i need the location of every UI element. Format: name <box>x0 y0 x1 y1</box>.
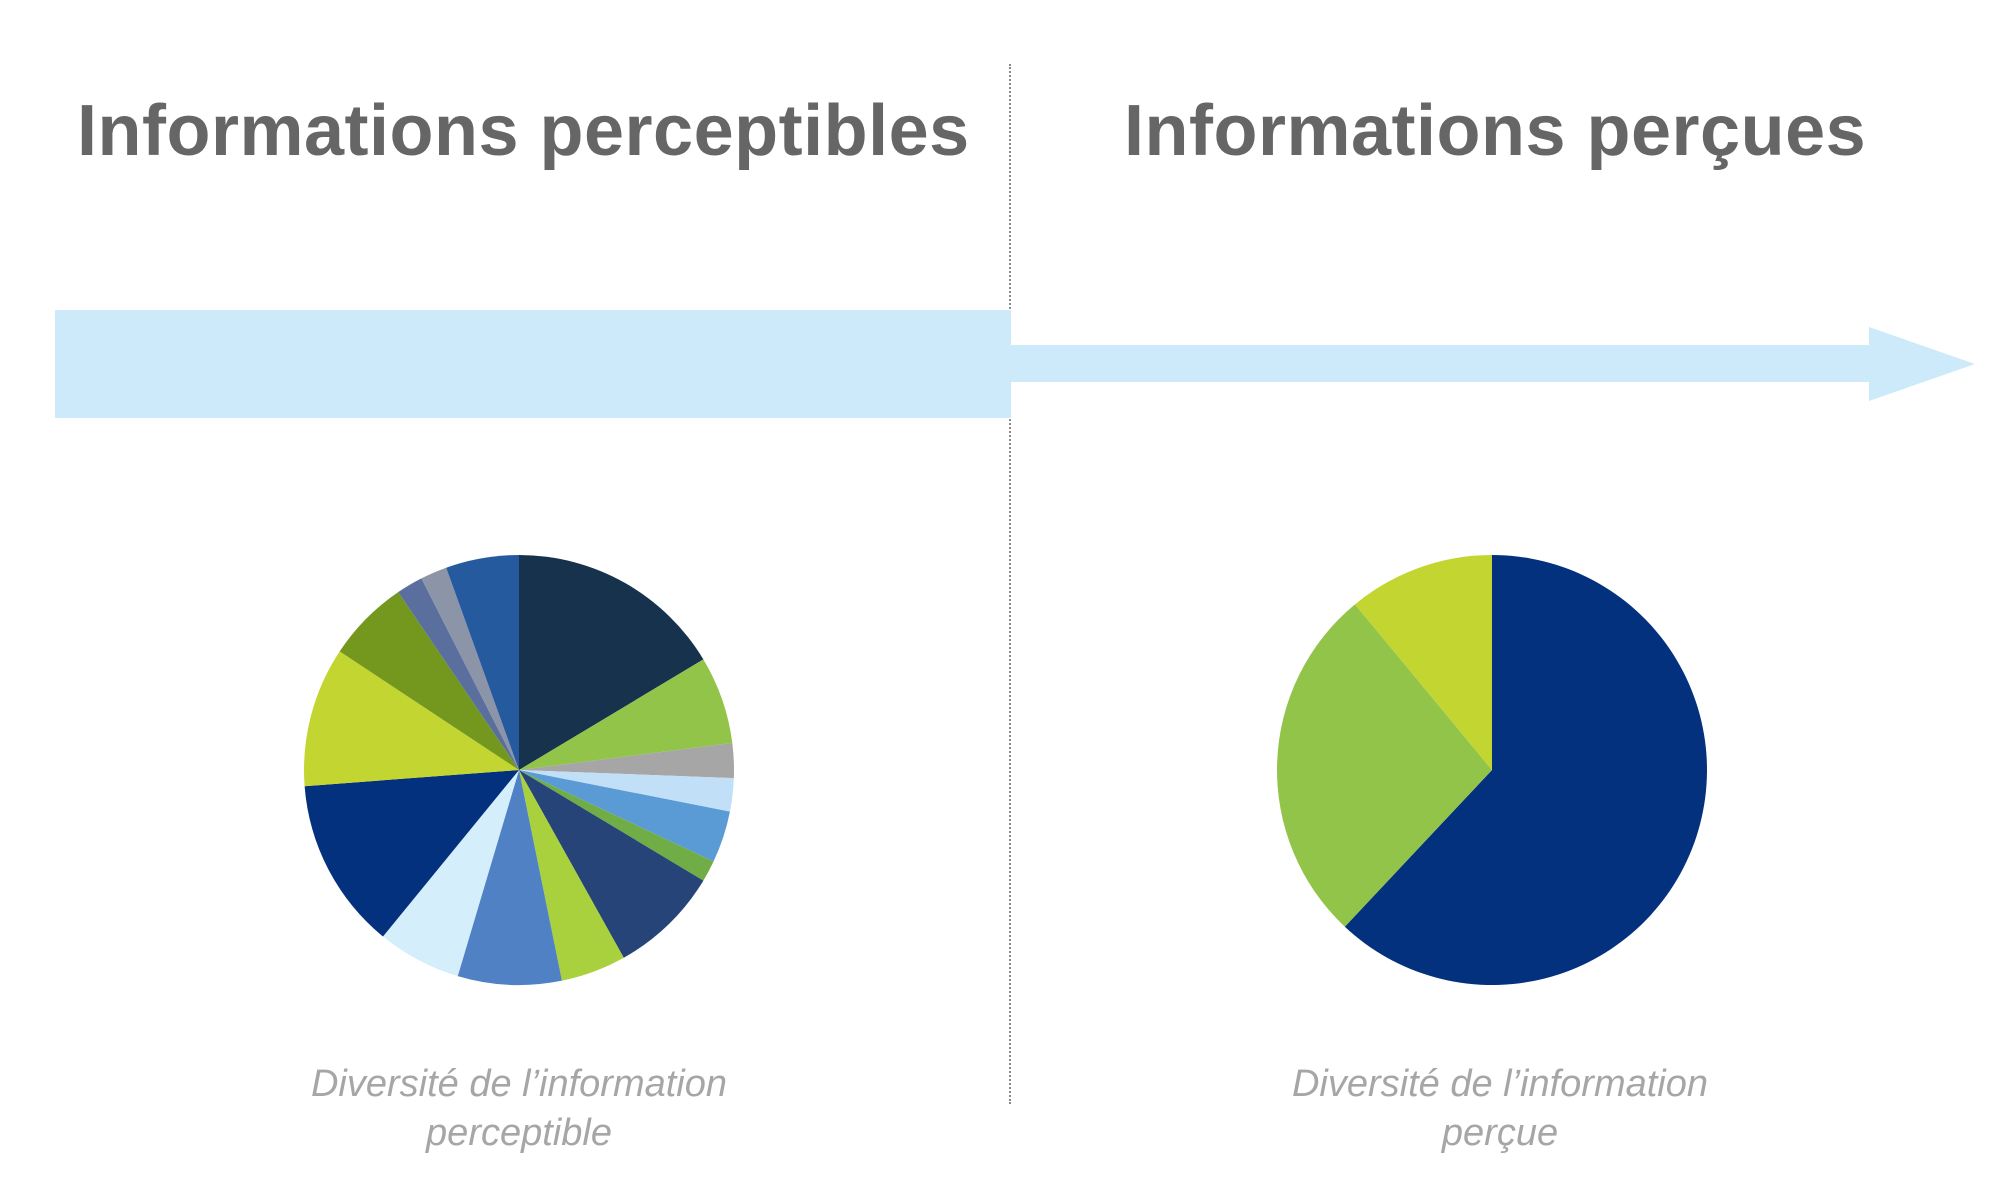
perceptible-pie-slice-10 <box>383 770 519 977</box>
perceived-pie-slice-2 <box>1276 604 1492 927</box>
perceptible-pie-slice-15 <box>421 567 519 770</box>
dotted-divider <box>1009 64 1011 1104</box>
heading-perceptible-information: Informations perceptibles <box>77 91 970 171</box>
pie-chart-perceived <box>1276 555 1707 985</box>
perceptible-pie-slice-8 <box>519 770 624 981</box>
perceptible-pie-slice-4 <box>519 770 734 812</box>
perceptible-pie-slice-2 <box>519 659 733 770</box>
perceived-pie-slice-1 <box>1344 555 1707 985</box>
perceptible-pie-slice-12 <box>303 651 519 787</box>
caption-perceptible-diversity: Diversité de l’information perceptible <box>239 1060 799 1158</box>
perceptible-pie-slice-7 <box>519 770 704 958</box>
pie-chart-perceptible <box>303 555 735 986</box>
heading-perceived-information: Informations perçues <box>1124 91 1867 171</box>
arrow-wide-band <box>55 310 1011 418</box>
perceptible-pie-slice-11 <box>304 770 519 937</box>
caption-perceived-diversity: Diversité de l’information perçue <box>1220 1060 1780 1158</box>
arrow-head <box>1869 327 1975 401</box>
perceptible-pie-slice-3 <box>519 743 735 779</box>
caption-right-line1: Diversité de l’information <box>1291 1063 1709 1105</box>
arrow-narrow-shaft <box>1011 345 1871 382</box>
perceptible-pie-slice-5 <box>519 770 730 862</box>
caption-left-line1: Diversité de l’information <box>310 1063 728 1105</box>
perceptible-pie-slice-13 <box>339 592 519 770</box>
perceptible-pie-slice-16 <box>446 555 519 770</box>
caption-right-line2: perçue <box>1441 1112 1559 1154</box>
caption-left-line2: perceptible <box>426 1112 612 1154</box>
perceptible-pie-slice-1 <box>519 555 704 770</box>
arrow-shape <box>55 310 1975 418</box>
perceptible-pie-slice-6 <box>519 770 714 881</box>
perceptible-pie-slice-14 <box>398 578 519 770</box>
perceived-pie-slice-3 <box>1354 555 1492 770</box>
perceptible-pie-slice-9 <box>457 770 562 986</box>
